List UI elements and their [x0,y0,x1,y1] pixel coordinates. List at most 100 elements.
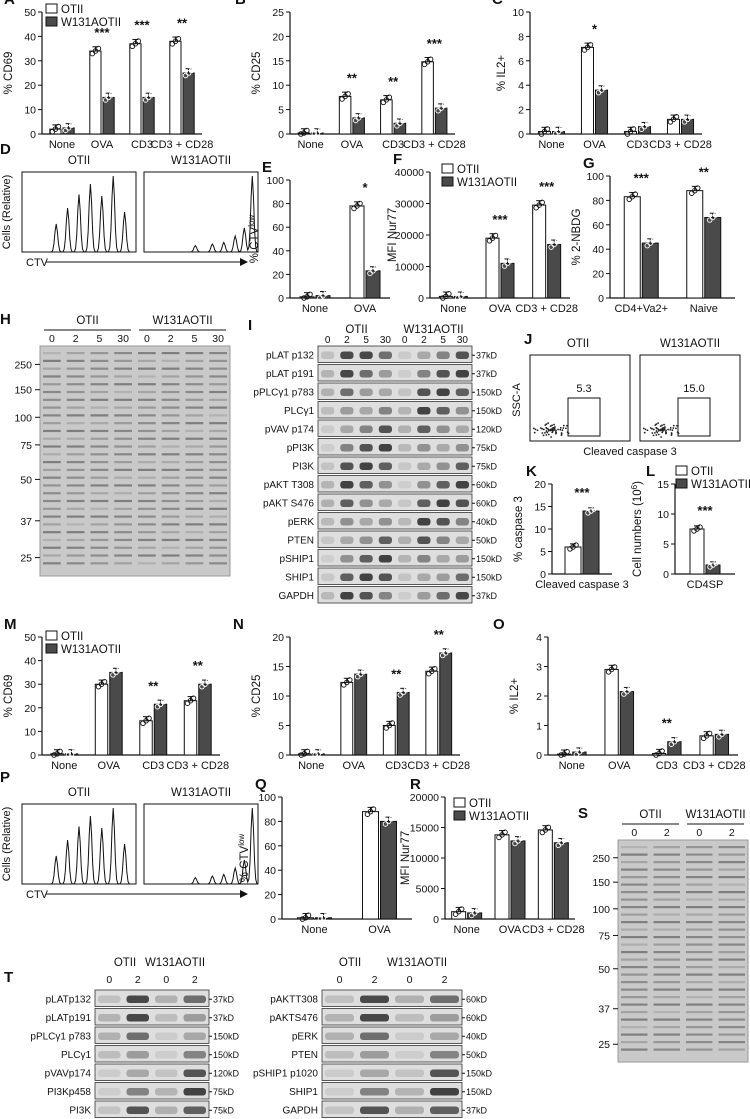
blot-band [436,481,450,489]
y-axis-label: MFI Nur77 [387,208,399,262]
gel-band [718,891,745,894]
blot-band [321,462,335,470]
gel-band [161,453,180,456]
bar-otii [425,670,439,756]
blot-band [340,518,354,526]
mw-label: 37kD [213,1013,235,1023]
gel-band [209,531,227,534]
blot-band [183,995,206,1003]
gel-band [209,352,227,355]
flow-event [643,431,646,434]
significance-stars: *** [492,212,508,227]
bar-otii [94,683,109,756]
gel-band [686,1003,713,1006]
column-title: W131AOTII [660,338,720,350]
data-point [389,720,396,726]
gel-band [138,523,156,526]
y-tick-label: 100 [586,171,604,183]
gel-band [185,359,204,362]
protein-label: pAKTT308 [270,994,318,1005]
gel-band [161,437,180,440]
data-point [706,730,713,737]
data-point [554,239,560,245]
flow-J: J OTII W131AOTII 5.3 15.0 SSC-A Cleaved caspas… [511,331,741,458]
y-tick-label: 40 [272,246,284,258]
x-axis-label: Cleaved caspase 3 [583,446,677,458]
significance-stars: ** [193,658,204,673]
gel-band [138,398,156,401]
chart-A: 0 10 20 30 40 50 % CD69 A None OVA *** CD3 *** CD3 + … [3,0,213,151]
significance-stars: *** [634,171,650,186]
gel-band [90,515,109,518]
mw-label: 50kD [476,535,498,545]
y-tick-label: 0 [536,750,542,762]
protein-label: SHIP1 [285,572,314,583]
gel-band [43,398,61,401]
mw-label: 150kD [466,1087,493,1097]
protein-label: pAKTS476 [270,1013,319,1024]
flow-event [659,429,661,431]
significance-stars: *** [134,18,150,33]
gel-band [718,951,745,954]
legend-swatch-w131aotii [453,810,466,821]
data-point [601,84,608,91]
blot-band [395,1069,424,1077]
bar-otii [485,237,500,299]
bar-otii [532,204,547,299]
bar-w131aotii [641,242,659,299]
blot-band [417,499,431,507]
legend-label-otii: OTII [469,798,491,810]
blot-band [340,499,354,507]
gel-band [90,367,109,370]
x-tick-label: None [440,303,466,315]
gel-band [90,523,109,526]
blot-band [436,388,450,396]
blot-strip [94,1082,210,1100]
panel-letter: F [393,151,402,168]
gel-band [686,981,713,984]
y-tick-label: 60 [272,222,284,234]
gel-band [43,375,61,378]
x-tick-label: OVA [489,303,512,315]
panel-letter: T [4,969,13,986]
blot-band [325,1014,354,1022]
gel-band [114,445,132,448]
gel-band [185,523,204,526]
gel-band [653,861,680,864]
blot-T-left: pLATp132 37kD pLATp191 37kD pPLCγ1 p783 150kD… [30,989,240,1118]
gel-band [114,383,132,386]
blot-band [430,995,459,1003]
y-tick-label: 30 [24,56,36,68]
panel-letter: S [578,805,588,822]
bar-otii [297,753,311,756]
blot-band [455,351,469,359]
flow-event [539,427,542,429]
x-tick-label: CD3 + CD28 [649,139,712,151]
flow-event [551,431,554,434]
flow-event [544,431,546,434]
gel-band [90,359,109,362]
legend-label-otii: OTII [61,631,83,643]
data-point [146,715,152,722]
blot-strip [317,512,473,530]
gel-band [718,966,745,969]
gel-band [138,383,156,386]
gel-band [653,1041,680,1044]
x-axis-label: CTV [26,257,49,269]
histogram-frame [143,171,259,253]
flow-event [547,422,550,425]
flow-event [655,434,658,436]
y-tick-label: 10000 [410,853,439,865]
mw-label: 150kD [476,387,503,397]
gel-band [90,429,109,433]
data-point [298,752,305,758]
y-tick-label: 0 [540,569,546,581]
bar-otii [362,811,379,920]
gel-band [185,414,204,417]
data-point [659,748,665,754]
gel-band [686,1041,713,1044]
significance-stars: ** [662,716,673,731]
y-tick-label: 0 [30,129,36,141]
blot-band [183,1032,206,1040]
flow-gate [677,397,711,437]
